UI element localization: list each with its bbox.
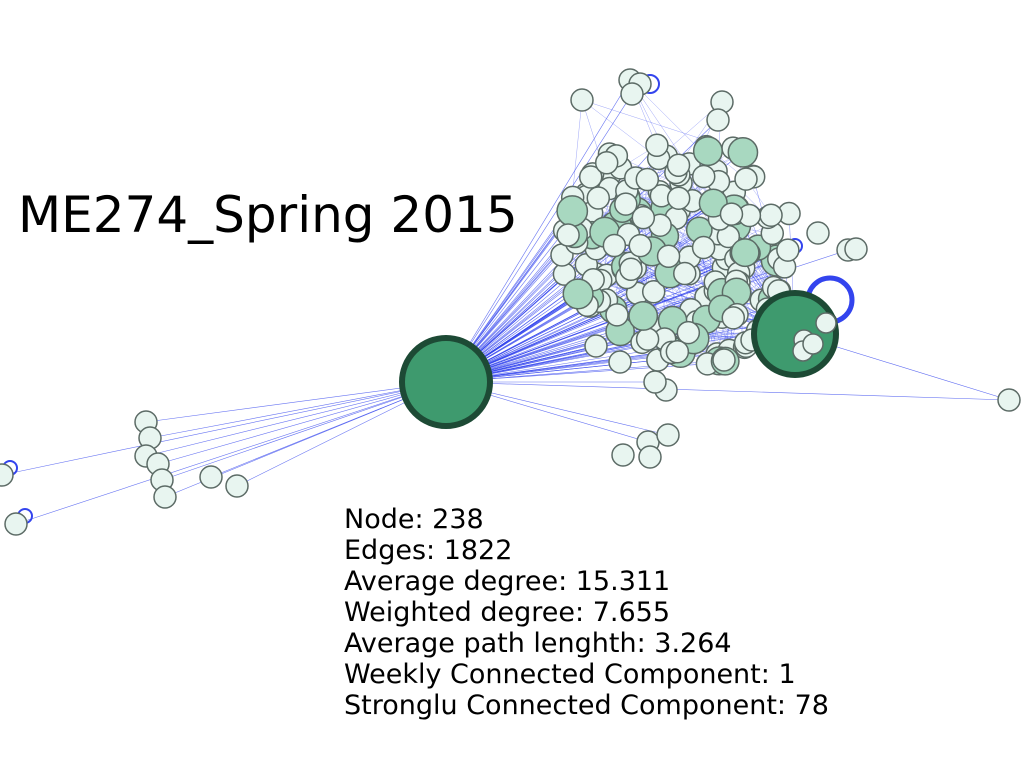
graph-node — [641, 280, 666, 304]
graph-node — [691, 164, 716, 189]
graph-node — [628, 301, 659, 331]
graph-node — [666, 153, 691, 178]
graph-node — [656, 244, 681, 269]
graph-edge — [1, 381, 447, 476]
graph-node — [844, 237, 868, 261]
graph-node — [706, 108, 730, 132]
graph-node — [806, 221, 830, 245]
graph-node — [628, 233, 653, 258]
graph-hub-node — [399, 335, 493, 429]
graph-node — [643, 370, 667, 394]
graph-node — [691, 235, 716, 260]
graph-node — [584, 334, 608, 358]
graph-node — [602, 233, 627, 258]
graph-node — [153, 485, 177, 509]
graph-hub-nodes — [399, 290, 839, 429]
graph-node — [619, 257, 643, 282]
graph-edge — [145, 381, 447, 457]
graph-node — [570, 88, 594, 112]
stat-node-count: Node: 238 — [344, 504, 484, 535]
graph-node — [556, 223, 580, 247]
graph-node — [605, 303, 629, 327]
graph-node — [656, 423, 680, 447]
graph-node — [730, 238, 760, 268]
graph-edge — [678, 198, 726, 362]
graph-node — [4, 512, 28, 536]
stat-edge-count: Edges: 1822 — [344, 535, 513, 566]
graph-node — [620, 82, 644, 106]
graph-edge — [445, 381, 1010, 401]
graph-title: ME274_Spring 2015 — [18, 186, 518, 244]
graph-node — [586, 186, 611, 210]
graph-hub-node — [751, 290, 839, 378]
graph-edge — [445, 93, 633, 383]
stat-average-degree: Average degree: 15.311 — [344, 566, 671, 597]
graph-edge — [145, 381, 447, 423]
graph-node — [199, 465, 223, 489]
graph-node — [578, 165, 603, 189]
graph-node — [608, 350, 632, 374]
graph-node — [815, 312, 837, 334]
stat-weighted-degree: Weighted degree: 7.655 — [344, 597, 670, 628]
stat-weakly-connected-components: Weekly Connected Component: 1 — [344, 659, 796, 690]
graph-node — [802, 333, 824, 355]
graph-node — [562, 278, 594, 310]
graph-nodes — [0, 68, 1021, 536]
graph-node — [635, 327, 660, 351]
graph-node — [692, 136, 723, 167]
graph-edge — [15, 381, 447, 525]
graph-edge — [157, 381, 447, 465]
graph-node — [721, 306, 746, 330]
graph-node — [611, 443, 635, 467]
graph-node — [776, 238, 800, 262]
stat-strongly-connected-components: Stronglu Connected Component: 78 — [344, 690, 829, 721]
graph-node — [614, 192, 638, 216]
graph-node — [635, 167, 660, 192]
graph-node — [631, 205, 656, 230]
graph-edge — [149, 381, 447, 439]
graph-node — [665, 339, 690, 364]
graph-node — [0, 463, 14, 487]
graph-node — [997, 388, 1021, 412]
graph-node — [638, 445, 662, 469]
network-statistics: Node: 238 Edges: 1822 Average degree: 15… — [344, 504, 829, 721]
graph-node — [594, 151, 619, 175]
graph-edge — [445, 323, 769, 383]
graph-node — [759, 203, 783, 227]
graph-node — [666, 186, 691, 210]
graph-node — [673, 261, 697, 286]
graph-node — [676, 320, 701, 345]
graph-node — [645, 133, 669, 158]
graph-edge — [445, 281, 716, 383]
graph-node — [712, 348, 736, 372]
graph-node — [556, 195, 589, 227]
graph-edge — [161, 381, 447, 481]
stat-average-path-length: Average path lenghth: 3.264 — [344, 628, 732, 659]
graph-edge — [445, 79, 631, 383]
graph-node — [719, 202, 744, 226]
graph-node — [698, 188, 728, 218]
graph-node — [727, 137, 759, 168]
graph-node — [734, 167, 758, 191]
graph-node — [225, 474, 249, 498]
